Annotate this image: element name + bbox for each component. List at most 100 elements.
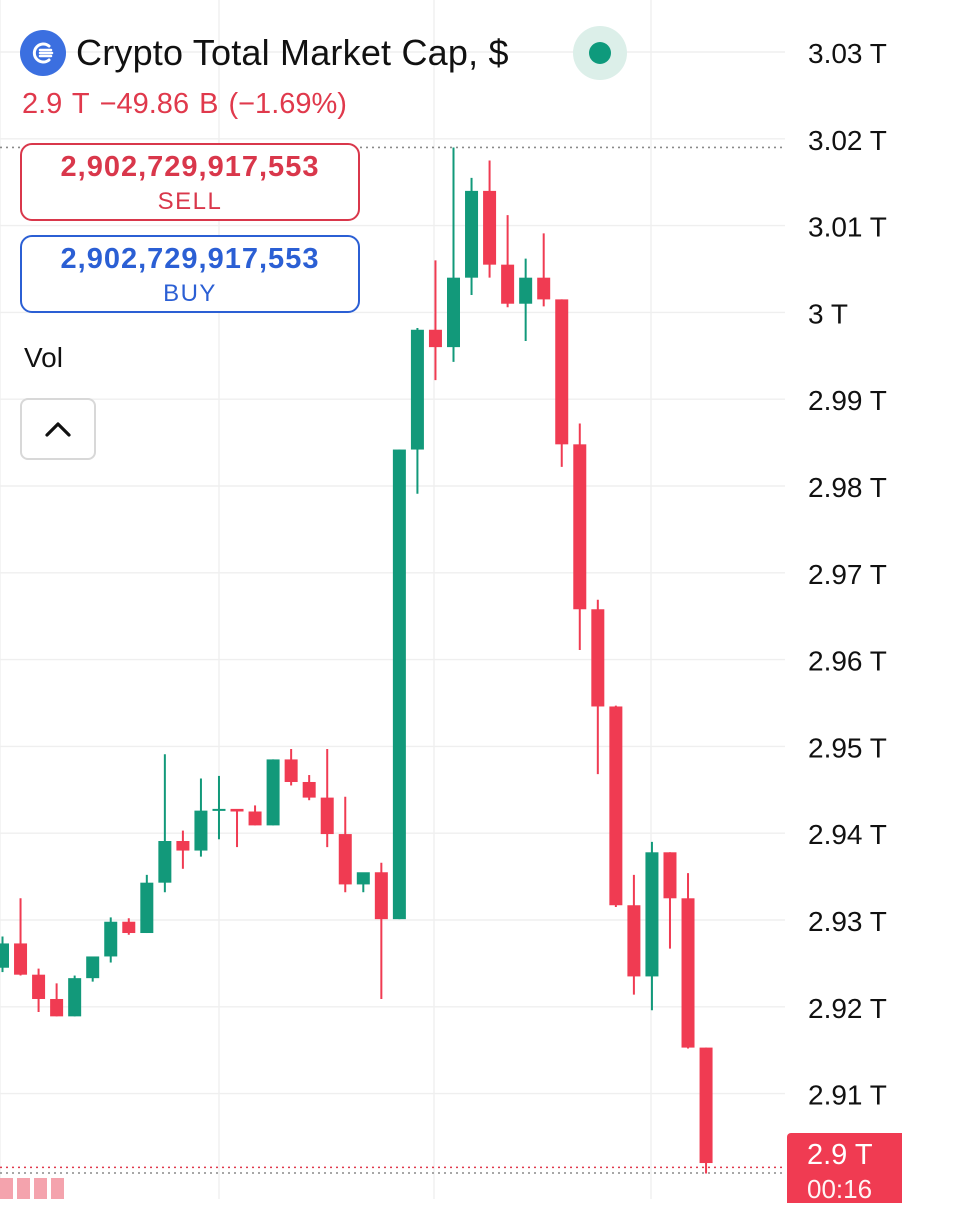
- candle-body: [645, 852, 659, 977]
- candle-body: [284, 759, 298, 782]
- candle-body: [14, 943, 28, 975]
- candle: [537, 233, 551, 307]
- candle: [555, 299, 569, 467]
- last-price-tag-value: 2.9 T: [807, 1139, 873, 1171]
- candle-body: [86, 956, 100, 979]
- candle: [302, 775, 316, 801]
- last-price: 2.9 T: [22, 88, 90, 120]
- volume-bars: [0, 1178, 64, 1199]
- candle: [32, 968, 46, 1013]
- chart-header: Crypto Total Market Cap, $: [20, 28, 509, 78]
- chevron-up-icon: [45, 422, 71, 437]
- y-tick-label: 2.92 T: [808, 993, 887, 1024]
- collapse-indicators-button[interactable]: [20, 398, 96, 460]
- candle-body: [230, 808, 244, 812]
- status-dot-icon: [589, 42, 611, 64]
- volume-bar: [0, 1178, 13, 1199]
- candle: [627, 874, 641, 995]
- candle-body: [338, 834, 352, 885]
- candle: [104, 917, 118, 963]
- sell-label: SELL: [157, 188, 223, 215]
- candle: [428, 260, 442, 381]
- candle-body: [447, 277, 460, 348]
- sell-price: 2,902,729,917,553: [60, 151, 320, 183]
- candle: [158, 754, 172, 893]
- candle-body: [501, 264, 515, 304]
- price-change-row: 2.9 T −49.86 B (−1.69%): [22, 88, 357, 121]
- candle-body: [374, 872, 388, 920]
- y-tick-label: 3.02 T: [808, 125, 887, 156]
- candle: [591, 599, 605, 775]
- candle: [248, 805, 262, 826]
- y-tick-label: 2.98 T: [808, 472, 887, 503]
- candle-body: [0, 943, 9, 968]
- y-tick-label: 2.94 T: [808, 819, 887, 850]
- candle: [681, 873, 695, 1049]
- candle: [0, 936, 9, 973]
- candle: [483, 160, 497, 278]
- candle: [194, 778, 208, 857]
- candle-body: [465, 190, 479, 278]
- buy-button[interactable]: 2,902,729,917,553 BUY: [20, 235, 360, 313]
- candle-body: [410, 329, 424, 450]
- price-change-percent: (−1.69%): [228, 88, 347, 120]
- candle: [663, 852, 677, 949]
- buy-price: 2,902,729,917,553: [60, 243, 320, 275]
- candle: [86, 956, 100, 982]
- candle: [68, 975, 82, 1017]
- candle-body: [176, 841, 190, 851]
- candle-body: [32, 974, 46, 999]
- y-tick-label: 3.01 T: [808, 212, 887, 243]
- candle-body: [212, 808, 226, 811]
- candle: [356, 872, 370, 893]
- candle: [50, 983, 64, 1017]
- candle: [320, 749, 334, 848]
- candle: [284, 749, 298, 786]
- candle: [230, 808, 244, 848]
- candle-body: [104, 921, 118, 957]
- candle: [410, 328, 424, 494]
- candle-body: [392, 449, 406, 920]
- candle: [699, 1047, 713, 1174]
- candle: [140, 874, 154, 934]
- candle-body: [555, 299, 569, 445]
- sell-button[interactable]: 2,902,729,917,553 SELL: [20, 143, 360, 221]
- candle-countdown: 00:16: [807, 1174, 873, 1204]
- candle-body: [122, 921, 136, 934]
- last-price-tag: 2.9 T 00:16: [787, 1133, 902, 1204]
- price-change: −49.86 B: [99, 88, 219, 120]
- candle: [392, 449, 406, 920]
- candle-body: [681, 898, 695, 1048]
- candle: [338, 796, 352, 893]
- reference-lines: [0, 146, 785, 1174]
- candle-body: [591, 609, 605, 707]
- candle: [609, 705, 623, 907]
- candle-body: [699, 1047, 713, 1164]
- candle-body: [50, 998, 64, 1017]
- candle: [501, 215, 515, 308]
- crypto-cap-logo-icon: [20, 30, 66, 76]
- y-tick-label: 2.93 T: [808, 906, 887, 937]
- page-title: Crypto Total Market Cap, $: [76, 32, 509, 73]
- candle: [14, 898, 28, 976]
- volume-indicator-label[interactable]: Vol: [24, 342, 63, 373]
- candle-body: [537, 277, 551, 300]
- candle-body: [573, 444, 587, 610]
- volume-bar: [51, 1178, 64, 1199]
- y-tick-label: 2.96 T: [808, 646, 887, 677]
- candle: [122, 918, 136, 935]
- y-tick-label: 2.91 T: [808, 1080, 887, 1111]
- candle: [519, 258, 533, 342]
- candle: [645, 841, 659, 1011]
- candle: [374, 862, 388, 999]
- price-axis[interactable]: 3.03 T 3.02 T 3.01 T 3 T 2.99 T 2.98 T 2.97 T 2…: [808, 38, 887, 1111]
- candle-body: [158, 841, 172, 883]
- candle-body: [302, 781, 316, 798]
- candle: [266, 759, 280, 826]
- candle-body: [194, 810, 208, 851]
- market-status-indicator[interactable]: [573, 26, 627, 80]
- candle-body: [663, 852, 677, 899]
- candle-body: [266, 759, 280, 826]
- candle: [573, 423, 587, 651]
